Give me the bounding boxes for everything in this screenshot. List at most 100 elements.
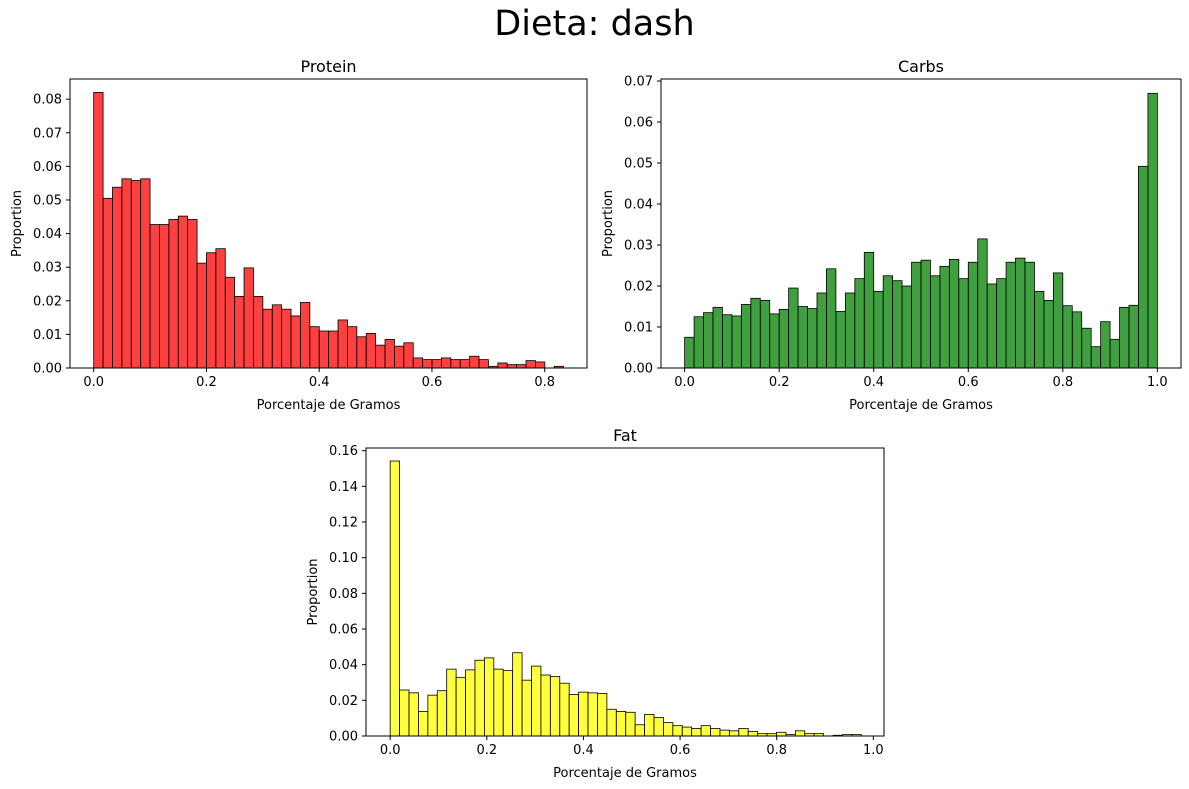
carbs-axes-frame [660,78,1182,369]
protein-ytick-label-2: 0.02 [33,294,62,309]
carbs-ytick-label-1: 0.01 [624,321,653,336]
protein-xtick-label-3: 0.6 [422,375,443,390]
carbs-bar-4 [722,314,733,369]
protein-bar-15 [234,296,245,369]
fat-bar-13 [512,652,523,737]
protein-bar-47 [535,361,546,369]
protein-bar-44 [506,364,518,369]
protein-bar-38 [450,359,461,369]
fat-bar-23 [606,708,617,737]
carbs-bar-35 [1015,257,1026,369]
carbs-bar-33 [996,278,1007,369]
carbs-bar-42 [1081,327,1092,369]
protein-xtick-label-1: 0.2 [196,375,217,390]
protein-bar-14 [224,276,236,369]
carbs-bar-12 [797,306,808,369]
carbs-bar-10 [778,308,790,369]
fat-bar-16 [540,674,551,737]
carbs-bar-46 [1119,306,1130,369]
carbs-bar-36 [1024,261,1035,369]
protein-bar-17 [253,296,264,369]
fat-bar-28 [653,717,664,737]
carbs-bar-30 [967,261,979,369]
fat-bar-37 [738,728,749,737]
protein-bar-0 [93,92,104,369]
fat-xtick-label-2: 0.4 [573,743,594,758]
protein-title: Protein [300,57,356,76]
carbs-bar-14 [816,292,827,369]
protein-bar-2 [112,186,123,369]
carbs-xlabel: Porcentaje de Gramos [849,398,993,413]
carbs-bar-18 [854,278,865,369]
fat-bar-43 [794,730,806,737]
fat-bar-5 [436,690,448,737]
fat-ytick-label-5: 0.10 [329,551,358,566]
protein-bar-29 [365,332,377,369]
fat-bar-6 [446,668,457,737]
carbs-xtick-label-2: 0.4 [863,375,884,390]
fat-bar-22 [597,693,608,737]
fat-xtick-label-3: 0.6 [670,743,691,758]
protein-bar-12 [206,252,217,369]
protein-xtick-label-4: 0.8 [534,375,555,390]
protein-bar-16 [243,267,254,369]
carbs-bar-15 [826,268,837,369]
carbs-bar-21 [882,275,894,369]
fat-bar-29 [663,722,674,737]
fat-bar-8 [465,669,476,737]
fat-bar-24 [615,710,627,737]
protein-bar-5 [140,178,151,369]
protein-bar-33 [403,342,414,369]
fat-xlabel: Porcentaje de Gramos [553,766,697,781]
fat-bar-30 [672,725,683,737]
fat-bar-26 [634,724,645,737]
carbs-bar-29 [958,278,969,369]
fat-xtick-label-4: 0.8 [766,743,787,758]
carbs-bar-27 [939,265,950,369]
fat-axes-frame [365,447,885,737]
protein-bar-35 [422,359,433,369]
protein-bar-21 [290,315,301,369]
carbs-bar-11 [788,287,799,369]
protein-xlabel: Porcentaje de Gramos [257,398,401,413]
fat-bar-12 [502,670,514,737]
fat-bar-10 [483,657,495,737]
fat-bar-18 [559,682,570,737]
protein-bar-43 [497,362,508,369]
carbs-bar-16 [835,311,846,369]
fat-ytick-label-2: 0.04 [329,658,358,673]
carbs-bar-43 [1090,346,1102,369]
carbs-xtick-label-3: 0.6 [958,375,979,390]
carbs-bar-38 [1043,299,1054,369]
protein-ytick-label-6: 0.06 [33,160,62,175]
carbs-xtick-label-1: 0.2 [769,375,790,390]
fat-xtick-label-0: 0.0 [380,743,401,758]
protein-axes-frame [69,78,588,369]
fat-xtick-label-1: 0.2 [476,743,497,758]
fat-bar-14 [521,679,532,737]
carbs-bar-26 [930,275,941,369]
fat-ytick-label-0: 0.00 [329,730,358,745]
fat-bar-31 [681,726,693,737]
carbs-title: Carbs [898,57,944,76]
carbs-bar-24 [911,261,922,369]
carbs-bar-37 [1034,290,1045,369]
fat-ytick-label-8: 0.16 [329,444,358,459]
carbs-bar-31 [977,238,988,369]
fat-bar-1 [399,689,410,737]
carbs-bar-45 [1109,338,1120,369]
carbs-bar-9 [769,313,780,369]
fat-title: Fat [613,426,637,445]
protein-ytick-label-3: 0.03 [33,261,62,276]
carbs-bar-48 [1138,165,1149,369]
carbs-bar-13 [807,308,818,369]
carbs-bar-0 [684,336,695,369]
protein-bar-26 [337,319,348,369]
carbs-bar-23 [901,285,912,369]
fat-bar-15 [531,665,542,737]
protein-bar-32 [394,345,405,369]
carbs-xtick-label-0: 0.0 [674,375,695,390]
fat-bar-19 [568,694,580,737]
carbs-bar-49 [1147,92,1158,369]
carbs-bar-17 [844,292,856,369]
